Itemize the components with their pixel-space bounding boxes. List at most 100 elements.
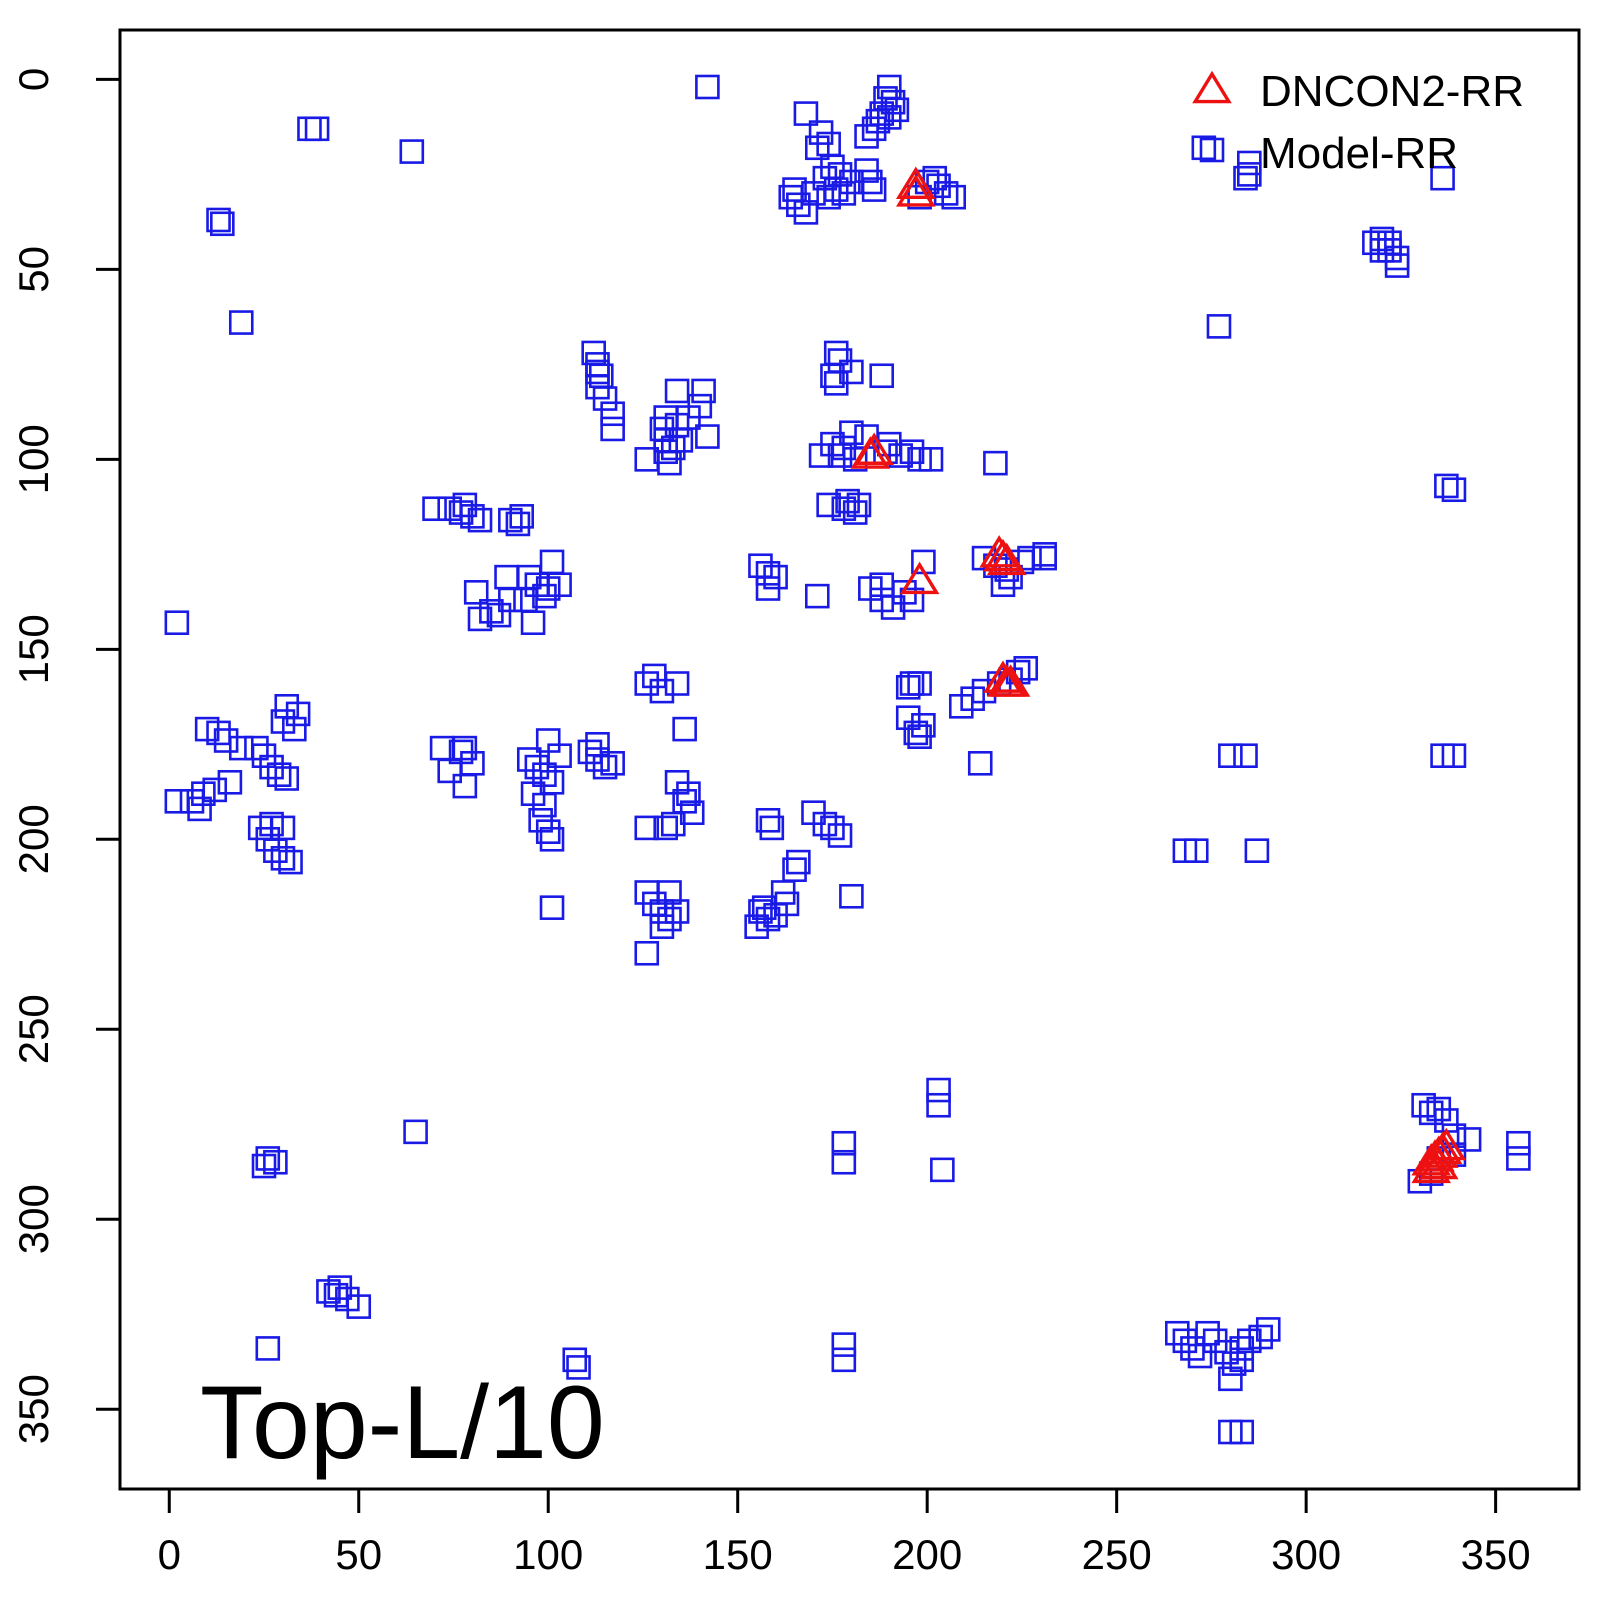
model-rr-point [649, 914, 675, 939]
x-tick-label: 200 [892, 1531, 962, 1578]
x-tick-label: 50 [335, 1531, 382, 1578]
model-rr-point [1441, 477, 1467, 503]
model-rr-point [452, 735, 478, 761]
model-rr-point [854, 158, 879, 183]
model-rr-point [930, 1157, 955, 1183]
model-rr-point [664, 671, 690, 696]
model-rr-point [467, 507, 493, 533]
x-tick-label: 0 [158, 1531, 181, 1578]
model-rr-point [535, 576, 561, 601]
model-rr-point [251, 1153, 277, 1179]
model-rr-point [486, 602, 512, 628]
legend: DNCON2-RR Model-RR [1192, 67, 1524, 178]
model-rr-point [831, 496, 857, 522]
model-rr-point [228, 310, 254, 335]
model-rr-point [206, 207, 231, 233]
model-rr-point [585, 747, 610, 772]
dncon2-rr-point [986, 542, 1027, 576]
dncon2-rr-point [899, 561, 940, 595]
model-rr-point [634, 940, 660, 966]
model-rr-point [539, 895, 565, 920]
model-rr-point [820, 363, 845, 389]
model-rr-point [1434, 473, 1459, 499]
model-rr-point [346, 1294, 372, 1319]
model-rr-point [907, 671, 932, 696]
model-rr-point [403, 1119, 428, 1145]
model-rr-point [1441, 743, 1467, 769]
panel-label: Top-L/10 [200, 1365, 605, 1481]
model-rr-point [846, 492, 872, 518]
model-rr-point [695, 74, 720, 100]
model-rr-point [520, 610, 546, 636]
model-rr-point [839, 883, 864, 909]
model-rr-point [1411, 1092, 1436, 1118]
model-rr-point [774, 891, 800, 917]
model-rr-point [1221, 1351, 1247, 1376]
model-rr-point [1244, 838, 1270, 863]
x-tick-label: 150 [703, 1531, 773, 1578]
model-rr-point [816, 184, 841, 210]
model-rr-point [903, 720, 929, 746]
model-rr-point [1017, 545, 1042, 571]
model-rr-point [562, 1347, 588, 1373]
model-rr-point [801, 181, 826, 206]
model-rr-point [664, 899, 690, 924]
model-rr-point [592, 386, 618, 411]
model-rr-point [649, 678, 675, 704]
model-rr-point [664, 378, 690, 404]
y-tick-label: 150 [10, 614, 57, 684]
model-rr-point [1191, 135, 1217, 161]
model-rr-point [816, 492, 841, 518]
model-rr-point [899, 439, 925, 465]
model-rr-point [967, 750, 993, 776]
model-rr-point [793, 101, 819, 126]
model-rr-point [748, 899, 773, 924]
model-rr-point [585, 732, 610, 757]
model-rr-point [657, 906, 682, 932]
model-rr-point [820, 815, 845, 841]
model-rr-point [274, 766, 300, 791]
model-rr-point [202, 777, 228, 803]
model-rr-point [691, 378, 716, 404]
model-rr-point [539, 549, 565, 575]
model-rr-point [1377, 230, 1402, 256]
model-rr-point [823, 371, 849, 396]
model-rr-point [509, 504, 534, 529]
model-rr-point [1218, 1366, 1243, 1392]
model-rr-point [1255, 1317, 1281, 1342]
y-tick-label: 250 [10, 994, 57, 1064]
model-rr-point [1032, 542, 1057, 567]
model-rr-point [634, 447, 660, 472]
model-rr-point [759, 815, 785, 841]
model-rr-point [297, 116, 322, 142]
model-rr-point [270, 709, 296, 734]
y-tick-label: 0 [10, 68, 57, 91]
dncon2-rr-point [990, 664, 1031, 697]
model-rr-point [399, 139, 425, 164]
dncon2-rr-point [1426, 1127, 1467, 1161]
model-rr-point [285, 701, 311, 727]
model-rr-point [782, 177, 807, 202]
model-rr-point [983, 450, 1008, 476]
model-rr-point [1218, 743, 1243, 769]
dncon2-rr-point [895, 166, 936, 199]
model-rr-point [861, 177, 887, 202]
legend-triangle-shape [1192, 70, 1232, 104]
model-rr-point [1172, 1328, 1198, 1354]
model-rr-point [304, 116, 330, 142]
x-tick-label: 100 [513, 1531, 583, 1578]
model-rr-point [206, 720, 231, 746]
model-rr-point [1506, 1130, 1531, 1156]
model-rr-point [1165, 1320, 1190, 1346]
model-rr-point [463, 580, 489, 605]
model-rr-point [695, 424, 720, 449]
model-rr-point [600, 401, 625, 427]
model-rr-point [535, 819, 561, 844]
x-tick-label: 250 [1082, 1531, 1152, 1578]
model-rr-point [327, 1275, 353, 1300]
model-rr-point [600, 416, 625, 442]
model-rr-point [899, 587, 925, 613]
model-rr-point [1233, 165, 1258, 191]
model-rr-point [1233, 743, 1258, 769]
